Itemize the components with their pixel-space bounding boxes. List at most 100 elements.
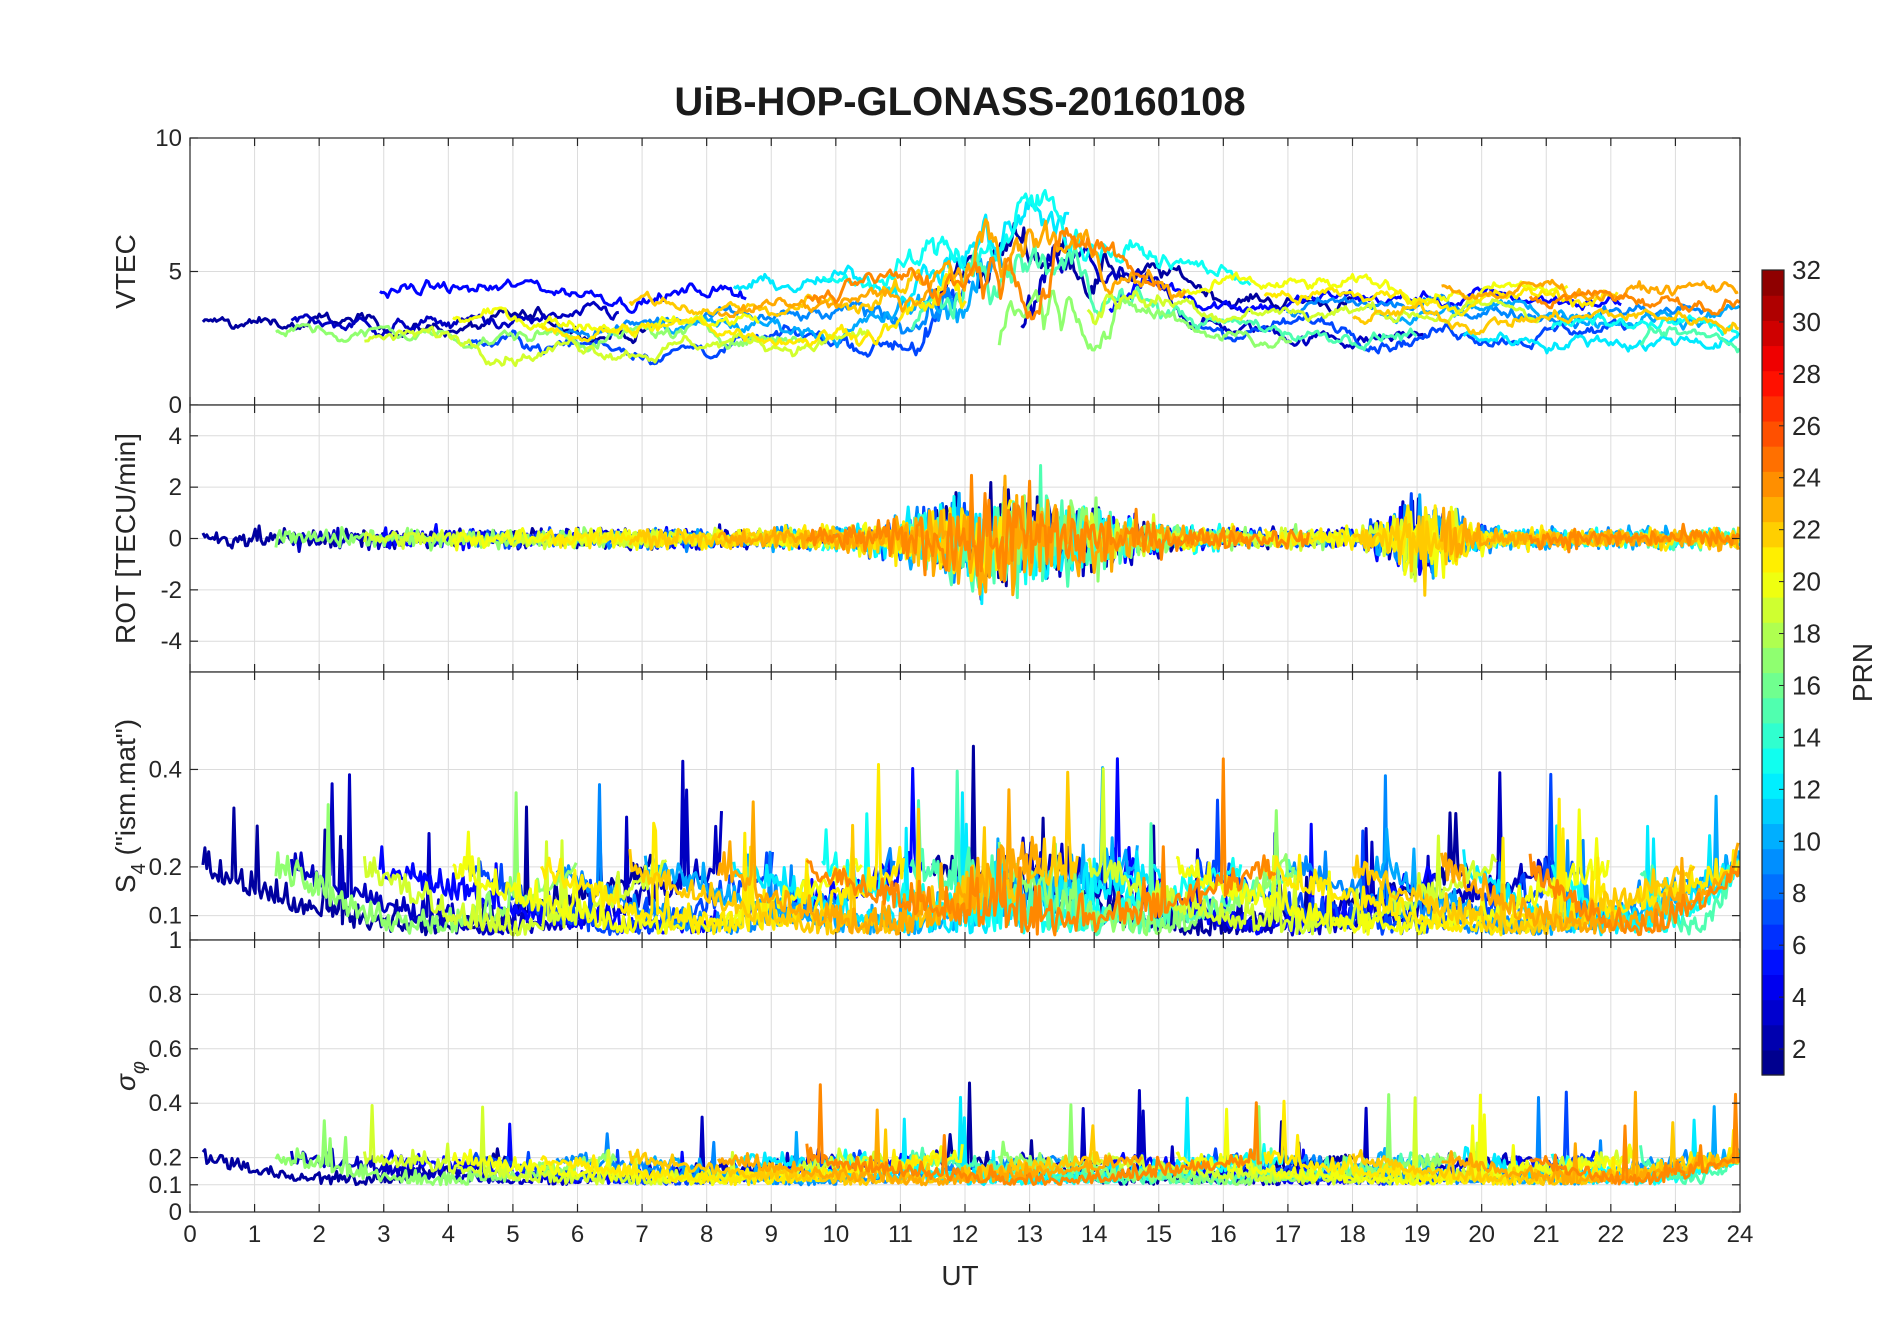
colorbar-tick-label: 12: [1792, 774, 1821, 804]
trace-prn-20: [452, 830, 863, 935]
x-tick-label: 16: [1210, 1221, 1237, 1248]
y-tick-label: 4: [169, 423, 182, 450]
colorbar-cell: [1762, 571, 1784, 598]
panel-s4: 0.10.20.4S4 ("ism.mat"): [110, 671, 1741, 941]
trace-prn-15: [1639, 325, 1740, 354]
panel-rot: -4 -2 0 2 4 ROT [TECU/min]: [110, 404, 1741, 673]
trace-prn-5: [379, 278, 747, 314]
colorbar-cell: [1762, 446, 1784, 472]
x-axis-label: UT: [941, 1260, 978, 1291]
y-tick-label: 0.6: [149, 1036, 182, 1063]
x-tick-label: 18: [1339, 1221, 1366, 1248]
trace-prn-13: [821, 188, 1252, 292]
colorbar-cell: [1762, 697, 1784, 724]
trace-prn-24: [805, 1083, 1263, 1186]
colorbar-cell: [1762, 370, 1784, 397]
trace-prn-19: [364, 325, 870, 368]
panel-vtec-series: [201, 188, 1740, 368]
trace-prn-9: [1286, 293, 1707, 330]
y-tick-label: 0.1: [149, 903, 182, 930]
x-tick-label: 14: [1081, 1221, 1108, 1248]
x-tick-labels: 0 1 2 3 4 5 6 7 8 9 10 11 12 13 14 15 16 17 18 19 20 21 22 23 24: [183, 1221, 1753, 1248]
trace-prn-21: [540, 265, 967, 348]
trace-prn-24: [1528, 522, 1740, 554]
y-tick-label: 0.4: [149, 1090, 182, 1117]
trace-prn-17: [997, 289, 1293, 352]
panel-sigphi: 00.10.2 0.4 0.6 0.8 1 σφ: [110, 927, 1741, 1226]
trace-prn-3: [289, 759, 723, 936]
trace-prn-24: [1528, 289, 1740, 316]
x-tick-label: 21: [1533, 1221, 1560, 1248]
y-tick-label: 0: [169, 526, 182, 553]
colorbar-cell: [1762, 722, 1784, 749]
x-tick-label: 6: [571, 1221, 584, 1248]
colorbar-cell: [1762, 320, 1784, 347]
colorbar-cell: [1762, 597, 1784, 623]
colorbar-cell: [1762, 974, 1784, 1001]
x-tick-label: 3: [377, 1221, 390, 1248]
colorbar-cell: [1762, 622, 1784, 648]
trace-prn-17: [274, 1119, 618, 1187]
panel-sigphi-series: [201, 1081, 1740, 1187]
trace-prn-19: [1086, 767, 1498, 936]
colorbar-label: PRN: [1847, 643, 1878, 702]
panel-s4-series: [201, 744, 1740, 937]
x-tick-label: 19: [1404, 1221, 1431, 1248]
x-tick-label: 5: [506, 1221, 519, 1248]
colorbar-tick-label: 16: [1792, 670, 1821, 700]
x-tick-label: 13: [1016, 1221, 1043, 1248]
colorbar-cell: [1762, 949, 1784, 975]
trace-prn-7: [468, 273, 972, 366]
y-tick-label: 5: [169, 259, 182, 286]
colorbar-tick-label: 4: [1792, 982, 1806, 1012]
colorbar-cell: [1762, 295, 1784, 321]
colorbar-cell: [1762, 496, 1784, 523]
y-tick-label: 0: [169, 392, 182, 419]
colorbar-cell: [1762, 672, 1784, 699]
trace-prn-24: [806, 227, 1163, 321]
x-tick-label: 15: [1145, 1221, 1172, 1248]
colorbar-cell: [1762, 823, 1784, 850]
panel-s4-ylabel: S4 ("ism.mat"): [110, 719, 150, 893]
trace-prn-23: [717, 218, 1187, 319]
x-tick-label: 23: [1662, 1221, 1689, 1248]
panel-s4-grid: [189, 672, 1741, 940]
colorbar-cell: [1762, 1049, 1784, 1076]
colorbar-cell: [1762, 471, 1784, 498]
colorbar-tick-label: 8: [1792, 878, 1806, 908]
trace-prn-24: [805, 473, 1311, 583]
colorbar-tick-label: 22: [1792, 515, 1821, 545]
colorbar-cell: [1762, 647, 1784, 674]
x-tick-label: 24: [1727, 1221, 1754, 1248]
trace-prn-22: [628, 268, 924, 318]
trace-prn-21: [539, 763, 906, 936]
x-tick-label: 11: [888, 1221, 913, 1248]
colorbar-tick-label: 18: [1792, 619, 1821, 649]
colorbar-cell: [1762, 898, 1784, 925]
colorbar-cell: [1762, 999, 1784, 1026]
x-tick-label: 8: [700, 1221, 713, 1248]
colorbar-cell: [1762, 848, 1784, 875]
colorbar-tick-label: 6: [1792, 930, 1806, 960]
colorbar-tick-label: 10: [1792, 826, 1821, 856]
y-tick-label: 0.1: [149, 1172, 182, 1199]
colorbar-cell: [1762, 1024, 1784, 1051]
colorbar-tick-label: 30: [1792, 307, 1821, 337]
colorbar-frame: [1761, 269, 1785, 1076]
trace-prn-24: [1528, 853, 1740, 937]
colorbar-cell: [1762, 773, 1784, 799]
trace-prn-20: [451, 1144, 964, 1187]
colorbar-cell: [1762, 546, 1784, 573]
colorbar-cell: [1762, 924, 1784, 950]
y-tick-label: 0.4: [149, 756, 182, 783]
x-tick-label: 7: [635, 1221, 648, 1248]
x-tick-label: 10: [822, 1221, 849, 1248]
colorbar-tick-label: 32: [1792, 255, 1821, 285]
trace-prn-22: [1352, 300, 1740, 336]
colorbar-cell: [1762, 395, 1784, 422]
ylabel-main: σ: [110, 1073, 141, 1091]
trace-prn-20: [1175, 271, 1569, 305]
colorbar-cell: [1762, 873, 1784, 900]
